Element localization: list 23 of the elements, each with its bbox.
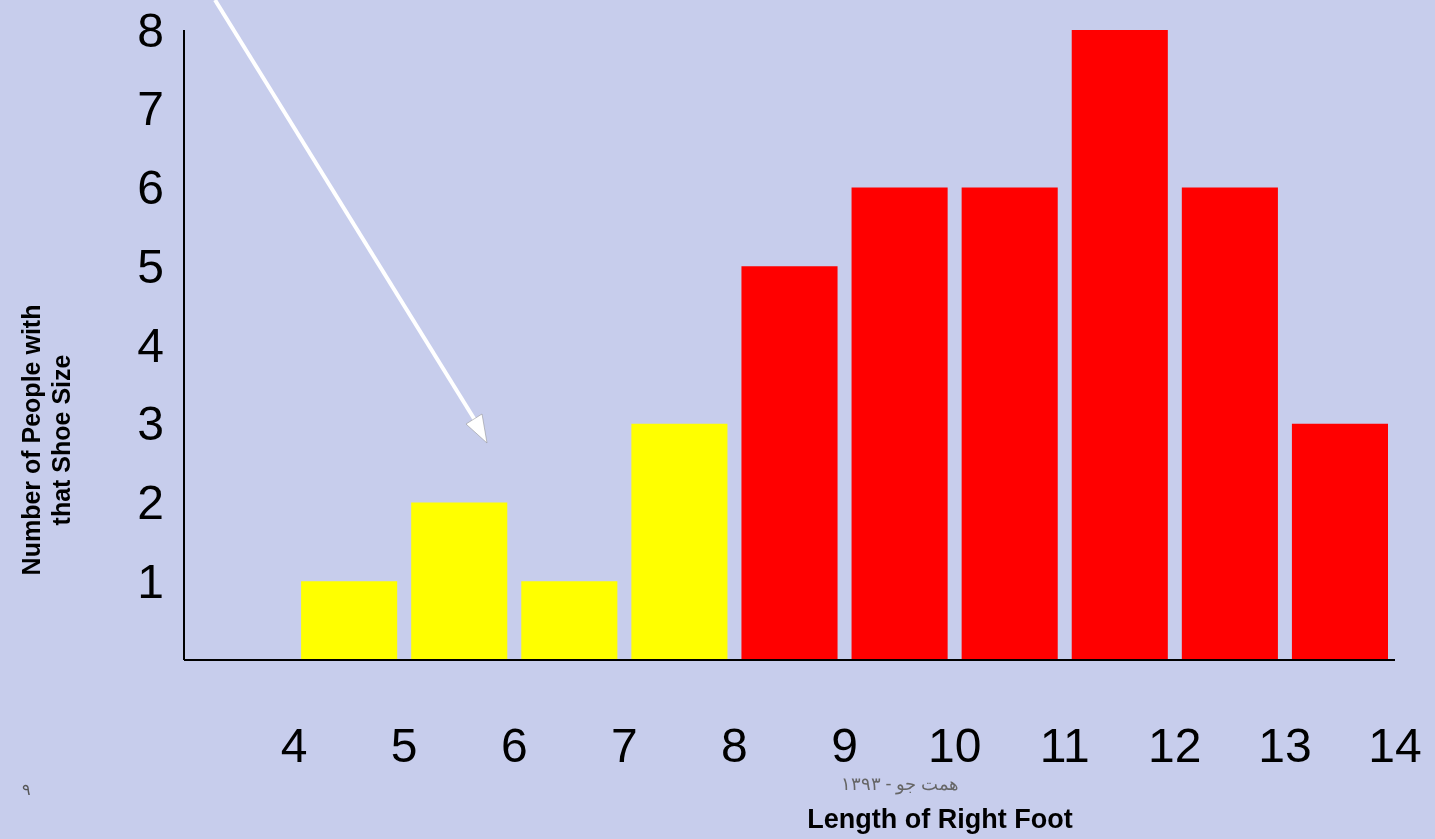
y-tick-label: 1 — [137, 554, 164, 608]
x-tick-label: 13 — [1258, 718, 1312, 772]
y-tick-label: 6 — [137, 161, 164, 214]
y-tick-label: 7 — [137, 82, 164, 136]
text: همت جو - ۱۳۹۳ — [840, 774, 960, 795]
x-tick-label: 10 — [927, 718, 982, 772]
x-tick-label: 12 — [1148, 718, 1202, 772]
x-tick-label: 9 — [831, 718, 858, 772]
text: ۹ — [22, 781, 31, 798]
y-tick-label: 2 — [137, 476, 164, 529]
y-tick-label: 3 — [137, 397, 164, 451]
x-tick-label: 7 — [611, 718, 638, 772]
x-axis-title: Length of Right Foot — [807, 804, 1073, 834]
x-tick-label: 8 — [721, 718, 748, 772]
x-tick-label: 14 — [1368, 718, 1422, 772]
y-tick-label: 8 — [137, 3, 164, 57]
x-tick-label: 6 — [500, 718, 528, 772]
x-tick-label: 4 — [280, 718, 308, 772]
y-tick-label: 5 — [137, 239, 164, 293]
x-tick-label: 11 — [1039, 718, 1090, 772]
y-tick-label: 4 — [137, 318, 164, 372]
x-tick-label: 5 — [390, 718, 418, 772]
y-axis-title: Number of People with that Shoe Size — [17, 304, 75, 576]
